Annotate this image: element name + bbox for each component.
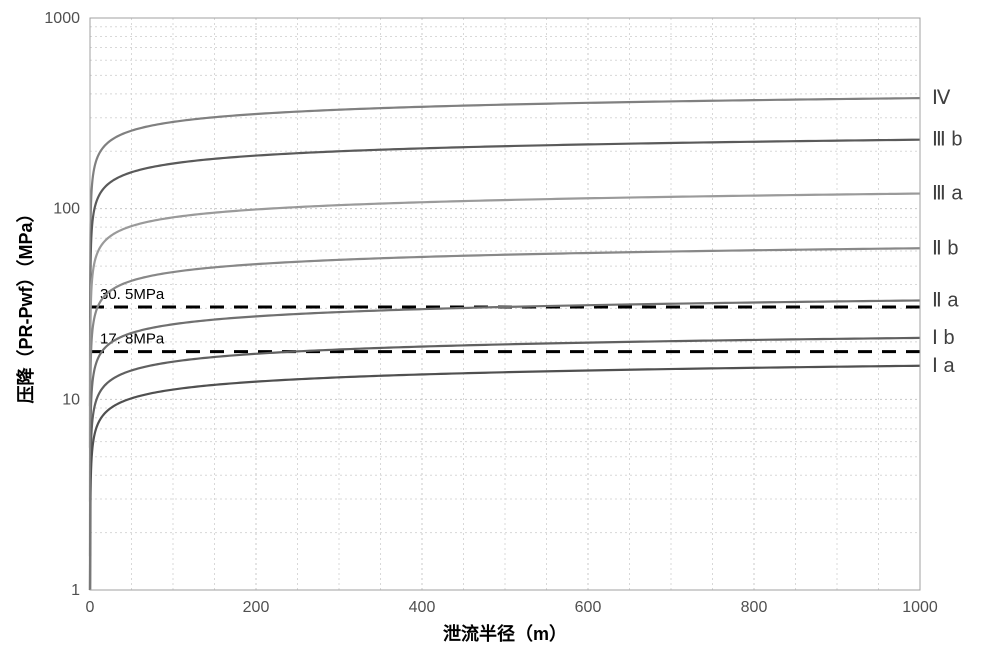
series-label: Ⅰ b <box>932 327 955 349</box>
y-axis-label: 压降（PR-Pwf）（MPa） <box>15 204 36 403</box>
y-tick-label: 100 <box>53 201 80 218</box>
x-tick-label: 800 <box>741 599 768 616</box>
x-axis-label: 泄流半径（m） <box>443 623 567 644</box>
y-tick-label: 1000 <box>44 10 80 27</box>
chart-container: 30. 5MPa17. 8MPaⅣⅢ bⅢ aⅡ bⅡ aⅠ bⅠ a02004… <box>0 0 1000 661</box>
series-label: Ⅰ a <box>932 355 955 377</box>
x-tick-label: 600 <box>575 599 602 616</box>
y-tick-label: 10 <box>62 391 80 408</box>
series-label: Ⅱ a <box>932 289 959 311</box>
reference-line-label: 30. 5MPa <box>100 286 165 303</box>
x-tick-label: 200 <box>243 599 270 616</box>
x-tick-label: 0 <box>86 599 95 616</box>
x-tick-label: 1000 <box>902 599 938 616</box>
series-label: Ⅱ b <box>932 237 959 259</box>
series-label: Ⅲ b <box>932 129 962 151</box>
y-tick-label: 1 <box>71 582 80 599</box>
pressure-drop-chart: 30. 5MPa17. 8MPaⅣⅢ bⅢ aⅡ bⅡ aⅠ bⅠ a02004… <box>0 0 1000 661</box>
x-tick-label: 400 <box>409 599 436 616</box>
series-label: Ⅳ <box>932 87 951 109</box>
series-label: Ⅲ a <box>932 183 963 205</box>
